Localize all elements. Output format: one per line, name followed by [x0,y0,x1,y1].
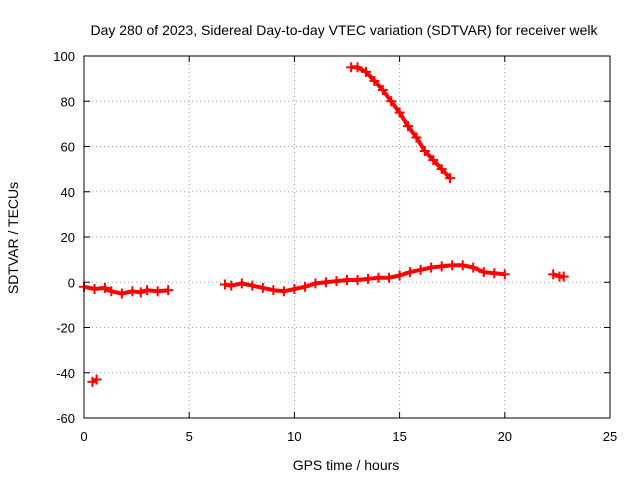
data-point-upper-arc [369,75,380,86]
data-point-main-band [135,287,146,298]
data-point-main-band [499,269,510,280]
data-point-main-band [405,267,416,278]
data-point-cluster [558,271,569,282]
data-point-upper-arc [419,146,430,157]
y-tick-label: -60 [56,411,75,426]
data-point-main-band [457,260,468,271]
data-point-main-band [219,279,230,290]
data-point-upper-arc [377,84,388,95]
data-point-main-band [142,285,153,296]
data-point-main-band [127,286,138,297]
data-point-main-band [100,282,111,293]
data-point-main-band [226,280,237,291]
data-point-upper-arc [436,164,447,175]
y-tick-label: 100 [53,49,75,64]
data-point-main-band [268,285,279,296]
x-axis-label: GPS time / hours [293,457,400,473]
data-point-upper-arc [394,107,405,118]
chart-title: Day 280 of 2023, Sidereal Day-to-day VTE… [90,22,598,38]
data-point-main-band [363,273,374,284]
data-point-main-band [289,284,300,295]
axes: 0 5 10 15 20 25 -60 -40 -20 0 20 40 60 80 100 [53,49,617,444]
y-tick-label: -40 [56,366,75,381]
data-point-main-band [152,286,163,297]
data-point-main-band [278,286,289,297]
y-tick-label: -20 [56,321,75,336]
data-point-main-band [106,286,117,297]
data-point-main-band [257,282,268,293]
data-point-main-band [468,262,479,273]
data-point-upper-arc [352,62,363,73]
y-tick-label: 20 [61,230,75,245]
data-point-upper-arc [411,132,422,143]
data-point-main-band [384,272,395,283]
data-point-upper-arc [360,66,371,77]
y-tick-label: 40 [61,185,75,200]
data-point-main-band [247,280,258,291]
data-point-main-band [447,260,458,271]
data-point-main-band [236,278,247,289]
data-point-main-band [352,274,363,285]
data-point-main-band [415,264,426,275]
y-axis-label: SDTVAR / TECUs [5,182,21,294]
data-point-main-band [310,278,321,289]
plot-area [79,62,569,387]
x-tick-label: 25 [603,429,617,444]
data-point-main-band [436,261,447,272]
y-tick-label: 60 [61,140,75,155]
data-point-main-band [89,284,100,295]
data-point-main-band [489,268,500,279]
x-tick-label: 5 [186,429,193,444]
data-point-outlier [91,374,102,385]
x-tick-label: 0 [80,429,87,444]
data-point-main-band [163,285,174,296]
grid [84,56,610,418]
plot-frame [83,55,611,419]
data-point-main-band [331,276,342,287]
y-tick-label: 0 [68,275,75,290]
series-upper-arc-band [351,65,452,180]
data-point-upper-arc [386,96,397,107]
x-tick-label: 20 [498,429,512,444]
series-main-band-band [224,263,506,294]
data-point-main-band [426,262,437,273]
data-point-upper-arc [428,155,439,166]
data-point-upper-arc [403,121,414,132]
data-point-main-band [299,281,310,292]
x-tick-label: 10 [287,429,301,444]
y-tick-label: 80 [61,94,75,109]
data-point-cluster [548,269,559,280]
x-tick-label: 15 [392,429,406,444]
data-point-main-band [116,288,127,299]
series-main-band-band [83,284,169,296]
data-point-main-band [320,277,331,288]
data-point-main-band [342,274,352,285]
data-point-upper-arc [445,173,456,184]
data-point-main-band [373,272,384,283]
data-point-main-band [394,270,405,281]
data-point-main-band [478,267,489,278]
